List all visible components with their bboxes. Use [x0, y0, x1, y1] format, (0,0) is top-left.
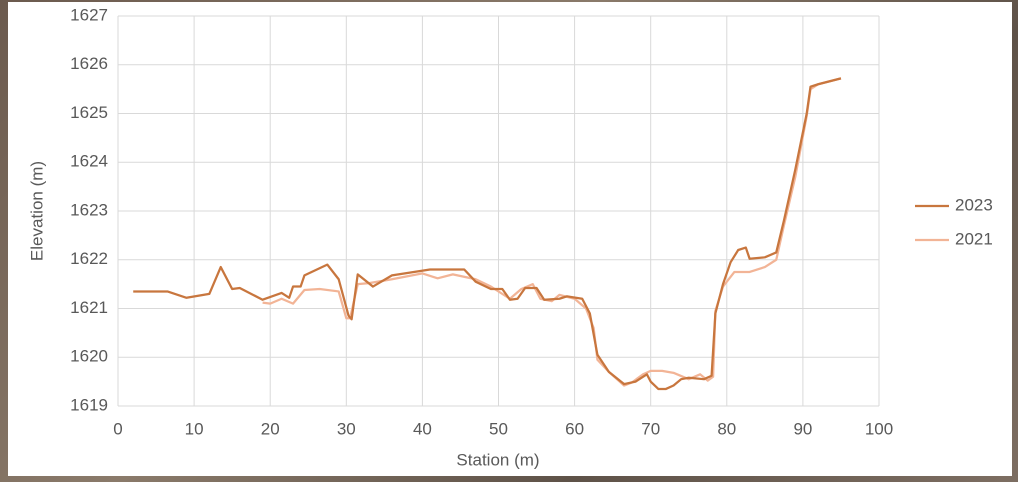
x-tick-label: 70 — [641, 419, 660, 438]
legend-label: 2021 — [955, 229, 993, 248]
y-tick-label: 1625 — [70, 103, 108, 122]
y-tick-label: 1626 — [70, 54, 108, 73]
x-tick-label: 100 — [865, 419, 893, 438]
y-axis-label: Elevation (m) — [27, 161, 46, 261]
x-tick-label: 50 — [489, 419, 508, 438]
y-tick-label: 1622 — [70, 249, 108, 268]
x-tick-label: 40 — [413, 419, 432, 438]
x-tick-label: 0 — [113, 419, 122, 438]
y-tick-label: 1627 — [70, 5, 108, 24]
y-tick-label: 1624 — [70, 152, 108, 171]
x-tick-label: 30 — [337, 419, 356, 438]
y-tick-label: 1623 — [70, 200, 108, 219]
y-tick-label: 1619 — [70, 395, 108, 414]
chart-panel — [8, 2, 1012, 476]
page: Station (m) Elevation (m) 1619 1620 1621 16… — [0, 0, 1018, 482]
y-tick-label: 1621 — [70, 298, 108, 317]
x-tick-label: 80 — [717, 419, 736, 438]
x-tick-label: 10 — [185, 419, 204, 438]
y-tick-label: 1620 — [70, 347, 108, 366]
x-axis-label: Station (m) — [456, 450, 539, 469]
x-tick-label: 90 — [793, 419, 812, 438]
chart: Station (m) Elevation (m) 1619 1620 1621 16… — [0, 0, 1018, 482]
x-tick-label: 20 — [261, 419, 280, 438]
legend-label: 2023 — [955, 195, 993, 214]
x-tick-label: 60 — [565, 419, 584, 438]
